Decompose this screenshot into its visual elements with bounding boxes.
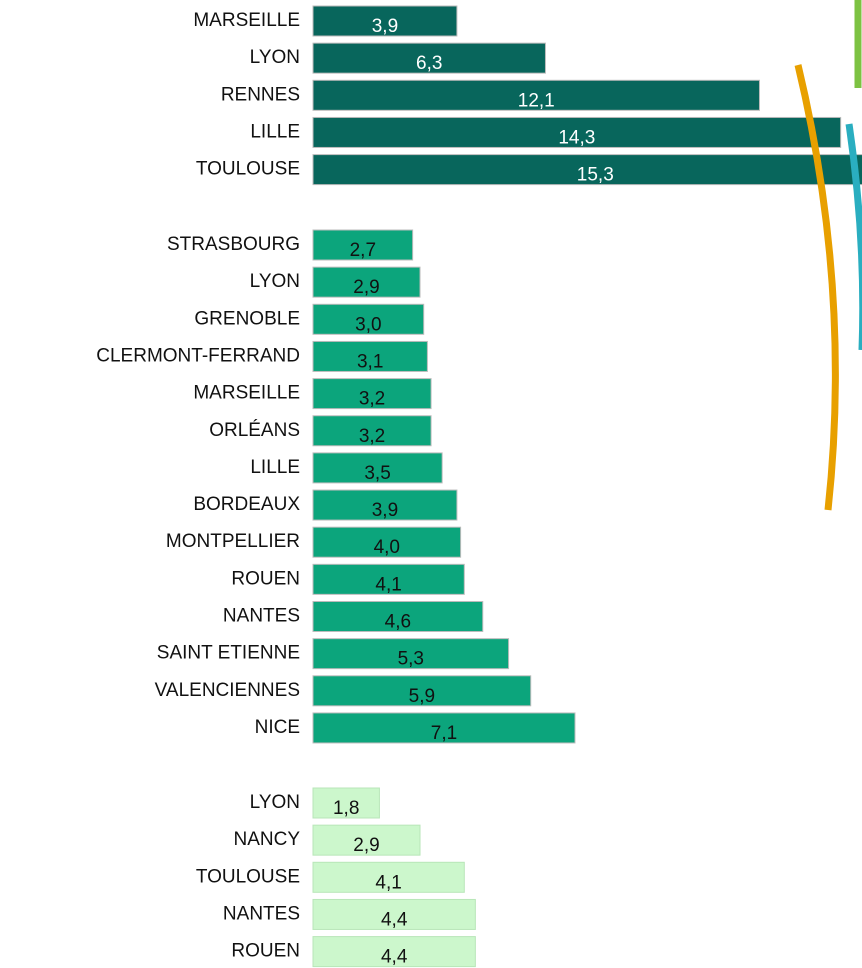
bar	[312, 116, 842, 148]
bar	[312, 378, 432, 410]
bar	[312, 526, 462, 558]
category-label: ROUEN	[231, 568, 300, 589]
value-label: 3,2	[359, 389, 385, 410]
decoration-teal	[845, 123, 862, 350]
bar	[312, 229, 414, 261]
bar	[312, 675, 532, 707]
value-label: 1,8	[333, 798, 359, 819]
bar	[312, 452, 443, 484]
category-label: GRENOBLE	[194, 308, 300, 329]
value-label: 3,1	[357, 351, 383, 372]
bar	[312, 712, 576, 744]
category-label: VALENCIENNES	[155, 680, 300, 701]
value-label: 4,6	[385, 612, 411, 633]
category-label: MARSEILLE	[193, 10, 300, 31]
value-label: 4,4	[381, 947, 408, 968]
category-label: LILLE	[250, 457, 300, 478]
value-label: 5,3	[398, 649, 424, 670]
bar	[312, 936, 476, 968]
value-label: 15,3	[577, 165, 614, 186]
value-label: 2,9	[353, 277, 379, 298]
value-label: 14,3	[558, 127, 595, 148]
category-label: STRASBOURG	[167, 234, 300, 255]
category-label: MONTPELLIER	[166, 531, 300, 552]
decoration-orange	[794, 64, 839, 511]
bar	[312, 79, 760, 111]
value-label: 3,9	[372, 500, 398, 521]
bar	[312, 489, 458, 521]
value-label: 2,7	[350, 240, 376, 261]
bar	[312, 787, 380, 819]
value-label: 4,1	[375, 574, 401, 595]
category-label: NICE	[255, 717, 300, 738]
value-label: 6,3	[416, 53, 442, 74]
bar	[312, 266, 421, 298]
bar	[312, 638, 510, 670]
category-label: BORDEAUX	[193, 494, 300, 515]
value-label: 2,9	[353, 835, 379, 856]
category-label: ORLÉANS	[209, 420, 300, 441]
value-label: 3,2	[359, 426, 385, 447]
value-label: 7,1	[431, 723, 457, 744]
category-label: ROUEN	[231, 941, 300, 962]
category-label: TOULOUSE	[196, 159, 300, 180]
category-label: MARSEILLE	[193, 383, 300, 404]
bar	[312, 861, 465, 893]
bar	[312, 154, 862, 186]
category-label: LYON	[250, 47, 300, 68]
bar	[312, 415, 432, 447]
bar	[312, 563, 465, 595]
bar-area: MARSEILLE 3,9 LYON 6,3 RENNES 12,1 LILLE 14,3 TO…	[96, 5, 862, 968]
bar	[312, 898, 476, 930]
category-label: LYON	[250, 792, 300, 813]
bar	[312, 42, 546, 74]
value-label: 3,5	[364, 463, 390, 484]
category-label: CLERMONT-FERRAND	[96, 345, 300, 366]
value-label: 12,1	[518, 90, 555, 111]
category-label: NANTES	[223, 606, 300, 627]
value-label: 5,9	[409, 686, 435, 707]
category-label: NANTES	[223, 903, 300, 924]
bar	[312, 340, 428, 372]
value-label: 3,9	[372, 16, 398, 37]
category-label: RENNES	[221, 84, 300, 105]
category-label: TOULOUSE	[196, 866, 300, 887]
category-label: SAINT ETIENNE	[157, 643, 300, 664]
category-label: LILLE	[250, 121, 300, 142]
category-label: NANCY	[233, 829, 300, 850]
bar	[312, 5, 458, 37]
value-label: 3,0	[355, 314, 381, 335]
bar	[312, 601, 484, 632]
bar	[312, 824, 421, 856]
category-label: LYON	[250, 271, 300, 292]
bar	[312, 303, 425, 335]
value-label: 4,0	[374, 537, 400, 558]
value-label: 4,4	[381, 909, 408, 930]
value-label: 4,1	[375, 872, 401, 893]
